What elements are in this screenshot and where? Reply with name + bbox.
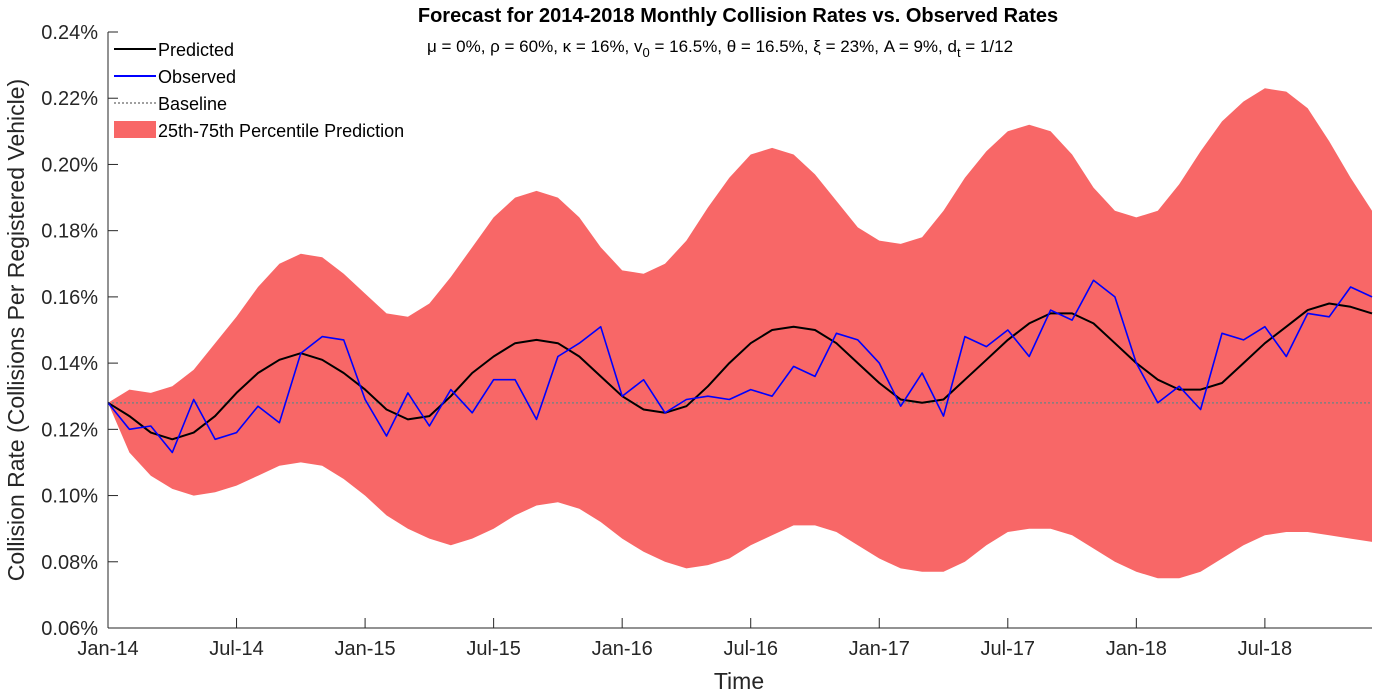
percentile-band xyxy=(108,88,1372,579)
subtitle-mid: = 16.5%, θ = 16.5%, ξ = 23%, A = 9%, d xyxy=(650,37,957,56)
legend-band-label: 25th-75th Percentile Prediction xyxy=(158,121,404,141)
y-tick-label: 0.12% xyxy=(41,419,98,441)
subtitle-v-subscript: 0 xyxy=(643,45,650,60)
legend-predicted-label: Predicted xyxy=(158,40,234,60)
legend-observed-label: Observed xyxy=(158,67,236,87)
axes: 0.06% 0.08% 0.10% 0.12% 0.14% 0.16% 0.18% 0.20%… xyxy=(41,22,1372,660)
series-line-predicted xyxy=(107,302,1373,441)
x-tick-label: Jul-18 xyxy=(1238,638,1292,660)
x-tick-label: Jan-14 xyxy=(77,638,138,660)
y-axis-label: Collision Rate (Collisions Per Registere… xyxy=(3,79,29,581)
y-tick-label: 0.18% xyxy=(41,221,98,243)
y-tick-label: 0.16% xyxy=(41,287,98,309)
subtitle-d-subscript: t xyxy=(957,45,961,60)
x-tick-label: Jan-18 xyxy=(1106,638,1167,660)
x-tick-label: Jul-17 xyxy=(981,638,1035,660)
plot-area xyxy=(107,88,1373,579)
x-tick-label: Jul-15 xyxy=(466,638,520,660)
y-tick-label: 0.14% xyxy=(41,353,98,375)
chart-subtitle: μ = 0%, ρ = 60%, κ = 16%, v0 = 16.5%, θ … xyxy=(427,37,1013,60)
y-tick-label: 0.20% xyxy=(41,154,98,176)
x-tick-label: Jan-15 xyxy=(335,638,396,660)
y-tick-label: 0.08% xyxy=(41,552,98,574)
subtitle-post: = 1/12 xyxy=(961,37,1013,56)
legend: Predicted Observed Baseline 25th-75th Pe… xyxy=(114,40,404,141)
x-tick-label: Jan-16 xyxy=(592,638,653,660)
y-tick-label: 0.24% xyxy=(41,22,98,44)
x-axis-label: Time xyxy=(714,668,764,694)
legend-band-swatch xyxy=(114,121,156,138)
y-tick-label: 0.22% xyxy=(41,88,98,110)
x-tick-label: Jul-14 xyxy=(209,638,263,660)
y-tick-label: 0.10% xyxy=(41,486,98,508)
chart-title: Forecast for 2014-2018 Monthly Collision… xyxy=(418,5,1058,27)
x-tick-label: Jul-16 xyxy=(723,638,777,660)
series-line-observed xyxy=(107,279,1373,454)
subtitle-pre: μ = 0%, ρ = 60%, κ = 16%, v xyxy=(427,37,643,56)
x-tick-label: Jan-17 xyxy=(849,638,910,660)
y-tick-label: 0.06% xyxy=(41,618,98,640)
legend-baseline-label: Baseline xyxy=(158,94,227,114)
